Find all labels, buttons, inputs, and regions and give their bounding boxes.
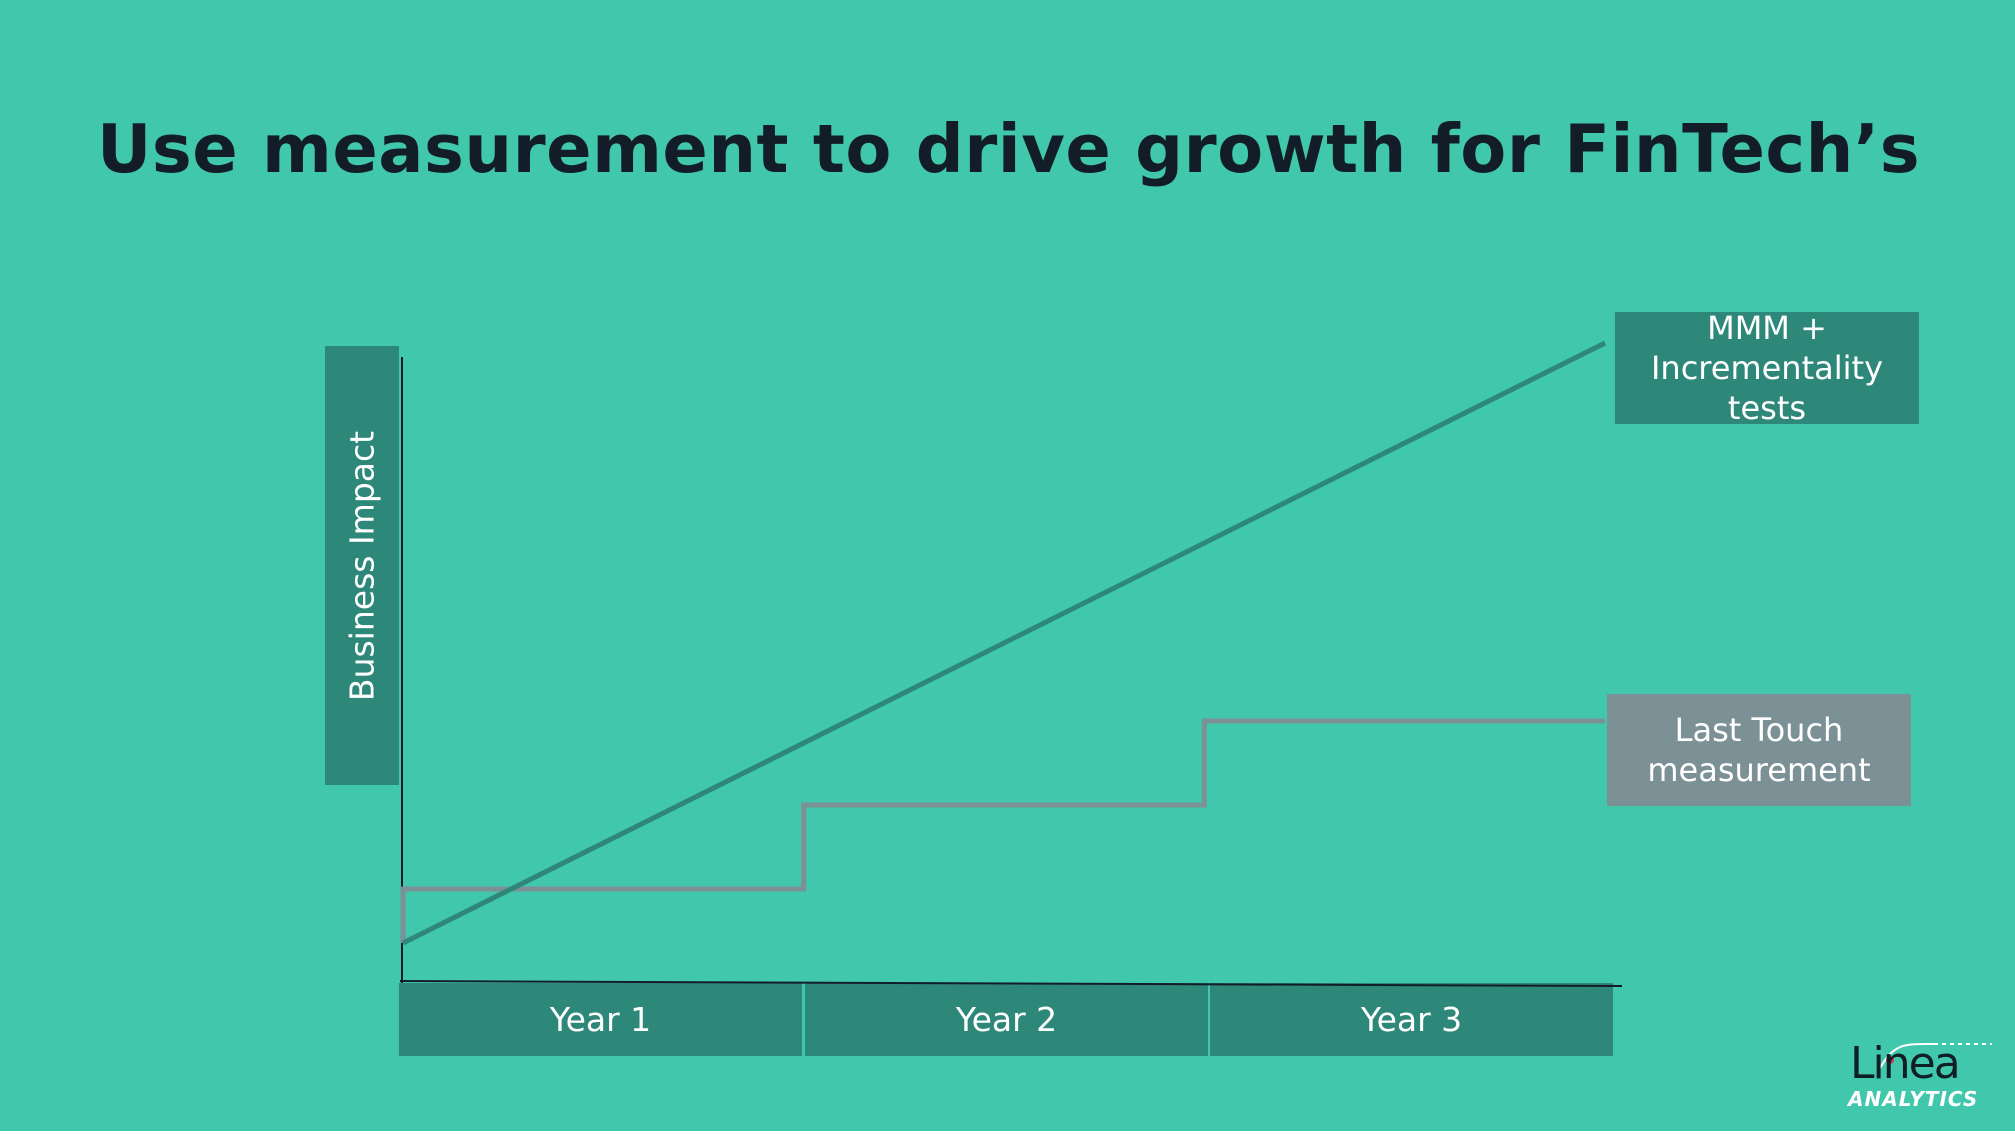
logo-dot-icon bbox=[1886, 1056, 1894, 1064]
legend-label-mmm-line-2: Incrementality bbox=[1650, 349, 1883, 387]
logo-subtitle: ANALYTICS bbox=[1848, 1087, 1979, 1111]
legend-label-mmm-line-1: MMM + bbox=[1707, 309, 1827, 347]
x-axis-line bbox=[399, 980, 1623, 987]
logo-curve-icon bbox=[1879, 1043, 1992, 1069]
linea-analytics-logo: Linea ANALYTICS bbox=[1842, 1040, 2002, 1115]
x-tick-label-year-3: Year 3 bbox=[1210, 983, 1613, 1056]
legend-label-mmm: MMM + Incrementality tests bbox=[1615, 309, 1919, 427]
legend-label-last-touch-line-1: Last Touch bbox=[1674, 711, 1844, 749]
y-axis-label-box: Business Impact bbox=[325, 346, 399, 785]
x-tick-label-year-2: Year 2 bbox=[805, 983, 1208, 1056]
legend-label-last-touch: Last Touch measurement bbox=[1607, 694, 1911, 806]
logo-wordmark: Linea bbox=[1850, 1038, 1961, 1089]
series-line-mmm bbox=[401, 340, 1607, 946]
slide-title: Use measurement to drive growth for FinT… bbox=[97, 110, 1921, 188]
legend-label-mmm-line-3: tests bbox=[1727, 389, 1807, 427]
x-tick-label-year-1: Year 1 bbox=[399, 983, 802, 1056]
legend-label-last-touch-line-2: measurement bbox=[1647, 751, 1871, 789]
series-line-last-touch bbox=[400, 718, 1605, 943]
